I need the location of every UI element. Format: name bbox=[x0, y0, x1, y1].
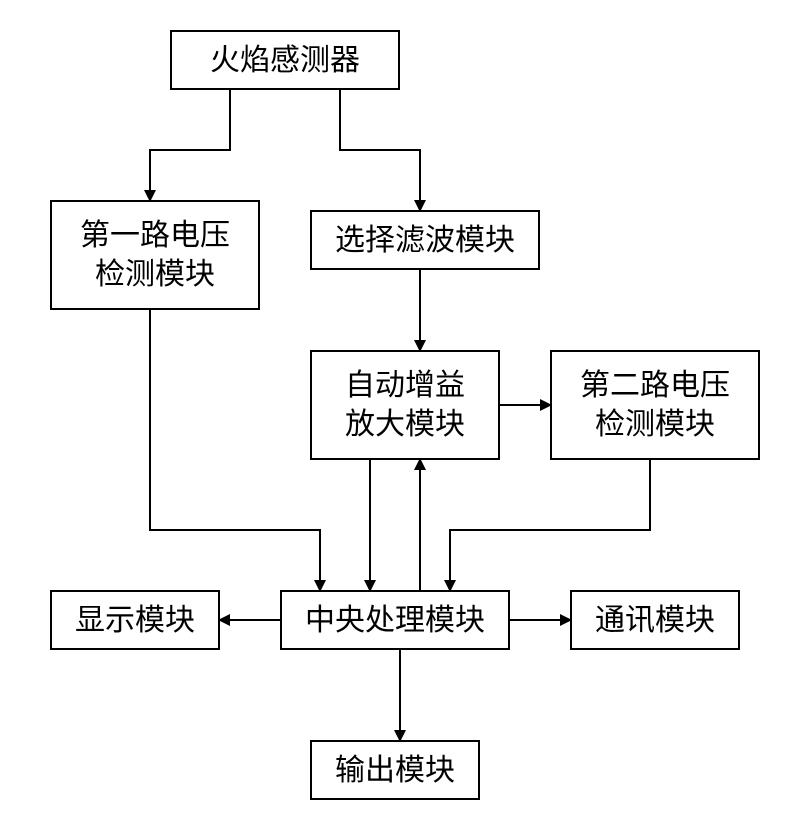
node-auto-gain: 自动增益 放大模块 bbox=[310, 350, 500, 460]
node-flame-sensor: 火焰感测器 bbox=[170, 30, 400, 90]
node-filter: 选择滤波模块 bbox=[310, 210, 540, 270]
node-display: 显示模块 bbox=[50, 590, 220, 650]
node-label: 自动增益 放大模块 bbox=[345, 366, 465, 444]
node-output: 输出模块 bbox=[310, 740, 480, 800]
node-label: 选择滤波模块 bbox=[335, 221, 515, 260]
node-label: 第一路电压 检测模块 bbox=[80, 216, 230, 294]
node-comm: 通讯模块 bbox=[570, 590, 740, 650]
node-label: 通讯模块 bbox=[595, 601, 715, 640]
node-cpu: 中央处理模块 bbox=[280, 590, 510, 650]
node-label: 显示模块 bbox=[75, 601, 195, 640]
node-label: 第二路电压 检测模块 bbox=[580, 366, 730, 444]
node-label: 火焰感测器 bbox=[210, 41, 360, 80]
node-label: 输出模块 bbox=[335, 751, 455, 790]
node-voltage1: 第一路电压 检测模块 bbox=[50, 200, 260, 310]
node-voltage2: 第二路电压 检测模块 bbox=[550, 350, 760, 460]
flowchart-canvas: 火焰感测器 第一路电压 检测模块 选择滤波模块 自动增益 放大模块 第二路电压 … bbox=[0, 0, 800, 832]
node-label: 中央处理模块 bbox=[305, 601, 485, 640]
